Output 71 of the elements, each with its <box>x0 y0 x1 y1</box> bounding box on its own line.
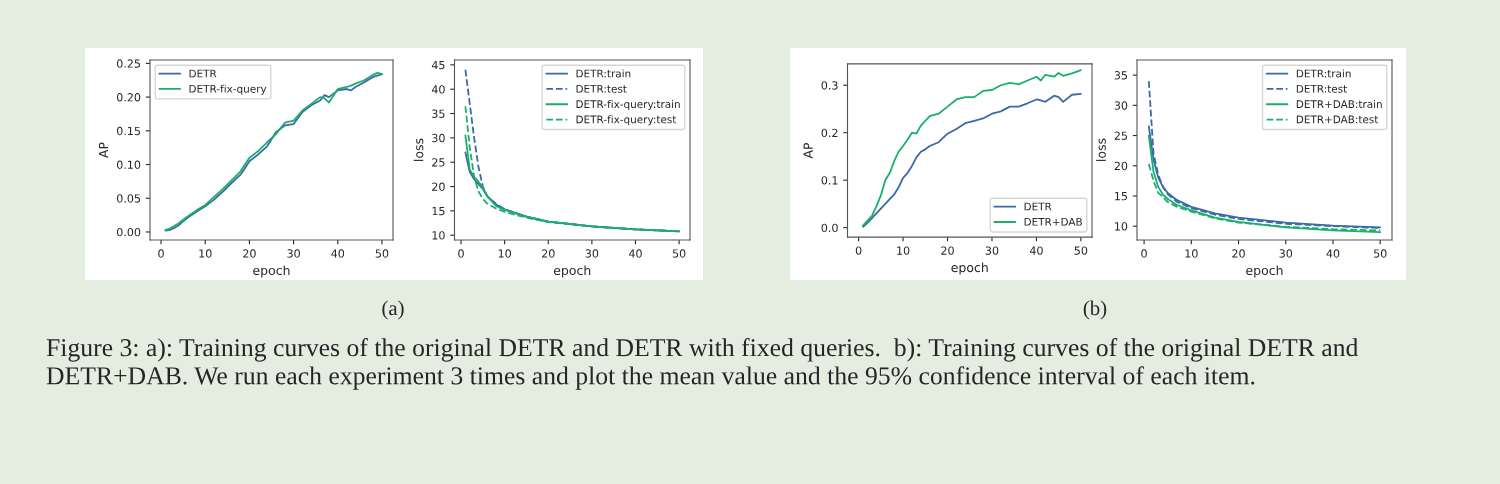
x-tick-label: 10 <box>1185 249 1198 258</box>
y-tick-label: 25 <box>1114 131 1127 140</box>
y-tick-label: 15 <box>1115 192 1127 201</box>
y-tick-label: 35 <box>432 109 445 118</box>
x-tick-label: 40 <box>1029 246 1043 255</box>
x-tick-label: 30 <box>1279 249 1293 258</box>
legend-label: DETR:train <box>1296 69 1351 78</box>
x-tick-label: 30 <box>287 249 300 258</box>
legend-label: DETR <box>1024 202 1052 211</box>
x-tick-label: 0 <box>458 249 464 258</box>
y-tick-label: 10 <box>1115 222 1128 231</box>
y-tick-label: 35 <box>1114 71 1127 80</box>
legend-label: DETR <box>189 69 217 78</box>
x-tick-label: 0 <box>1141 249 1147 258</box>
y-tick-label: 0.25 <box>116 59 140 68</box>
x-tick-label: 0 <box>855 246 862 255</box>
legend-label: DETR:test <box>1296 85 1347 93</box>
x-tick-label: 20 <box>1232 249 1245 258</box>
y-tick-label: 0.10 <box>116 160 141 169</box>
legend-label: DETR:train <box>576 69 631 78</box>
legend-label: DETR+DAB <box>1024 218 1082 226</box>
y-tick-label: 40 <box>431 85 445 94</box>
y-tick-label: 0.15 <box>116 126 140 136</box>
y-tick-label: 15 <box>432 206 445 216</box>
legend-label: DETR-fix-query <box>189 84 267 95</box>
y-tick-label: 0.20 <box>116 93 141 102</box>
y-tick-label: 0.3 <box>821 81 838 90</box>
x-tick-label: 0 <box>158 249 164 258</box>
y-tick-label: 45 <box>431 61 445 70</box>
y-axis-title: loss <box>1096 138 1106 161</box>
x-tick-label: 40 <box>331 249 345 258</box>
text: (a) <box>382 300 404 320</box>
y-tick-label: 0.05 <box>116 194 140 203</box>
y-tick-label: 10 <box>432 231 445 240</box>
text: (b) <box>1083 300 1107 320</box>
x-tick-label: 20 <box>941 246 954 255</box>
x-axis-title: epoch <box>553 265 591 278</box>
y-tick-label: 0.1 <box>821 176 838 185</box>
y-tick-label: 30 <box>432 133 445 143</box>
x-axis-title: epoch <box>253 265 290 278</box>
y-tick-label: 0.0 <box>821 223 838 233</box>
x-tick-label: 50 <box>1074 246 1088 255</box>
x-tick-label: 10 <box>897 246 910 255</box>
x-tick-label: 20 <box>542 249 555 258</box>
y-tick-label: 20 <box>432 182 445 191</box>
legend-label: DETR-fix-query:train <box>576 99 680 111</box>
legend-label: DETR-fix-query:test <box>576 115 677 126</box>
y-tick-label: 30 <box>1114 101 1128 110</box>
x-tick-label: 50 <box>672 249 686 258</box>
x-tick-label: 50 <box>375 249 389 258</box>
y-axis-title: AP <box>803 142 813 159</box>
y-tick-label: 0.2 <box>821 128 838 138</box>
x-tick-label: 40 <box>628 249 642 258</box>
x-tick-label: 20 <box>243 249 256 258</box>
x-tick-label: 30 <box>985 246 999 255</box>
x-tick-label: 10 <box>498 249 511 258</box>
x-axis-title: epoch <box>951 262 988 275</box>
y-tick-label: 20 <box>1114 161 1128 171</box>
x-tick-label: 30 <box>585 249 599 258</box>
x-tick-label: 50 <box>1373 249 1387 258</box>
legend-label: DETR+DAB:train <box>1296 99 1382 109</box>
x-tick-label: 40 <box>1326 249 1340 258</box>
y-tick-label: 0.00 <box>116 227 141 237</box>
x-tick-label: 10 <box>199 249 212 258</box>
y-axis-title: loss <box>413 138 424 161</box>
y-tick-label: 25 <box>432 158 445 167</box>
x-axis-title: epoch <box>1246 265 1283 278</box>
legend-label: DETR:test <box>576 85 627 93</box>
legend-label: DETR+DAB:test <box>1296 115 1379 124</box>
caption: Figure 3: a): Training curves of the original DETR and DETR with fixed queries. b): Training curves of the original DETR and DETR+DAB. We run each experiment 3 times and plot the mean value and the 95% confidence interval of each item. <box>46 338 1359 390</box>
y-axis-title: AP <box>98 142 109 158</box>
